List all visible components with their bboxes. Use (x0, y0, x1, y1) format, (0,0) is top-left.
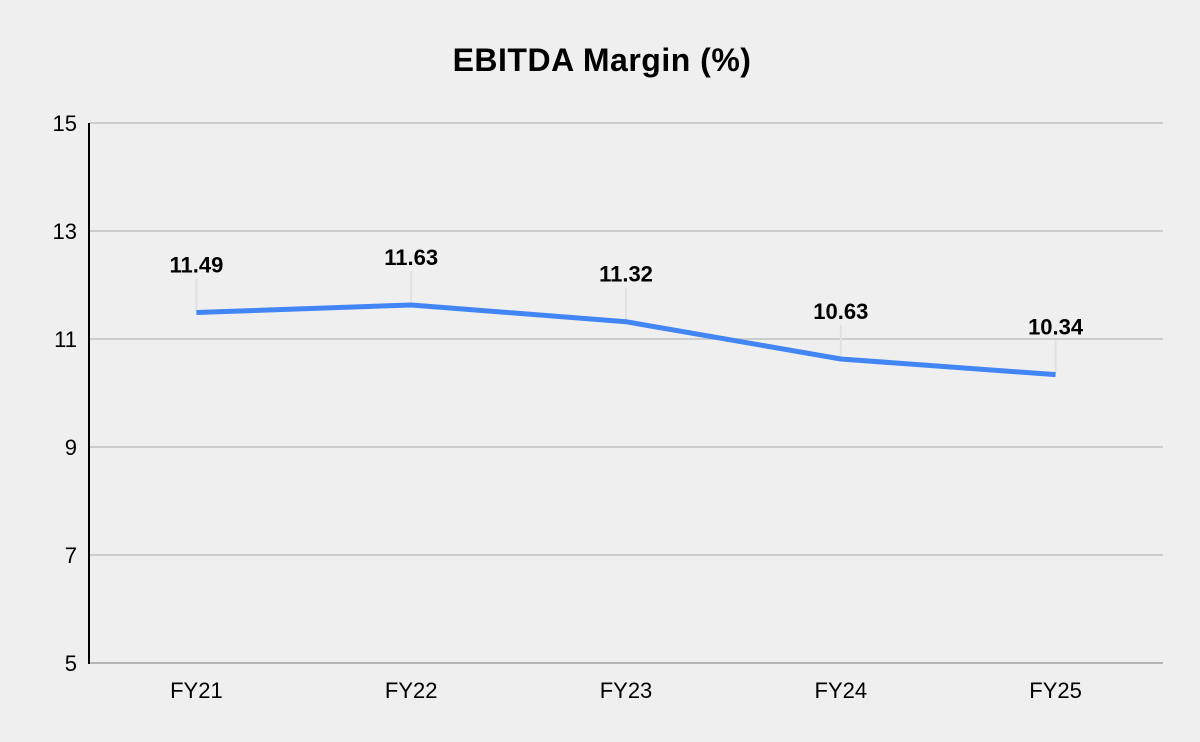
y-tick-label: 9 (65, 435, 77, 460)
x-tick-label: FY23 (600, 678, 653, 703)
x-tick-label: FY21 (170, 678, 223, 703)
y-tick-label: 7 (65, 543, 77, 568)
data-point-label: 11.63 (384, 245, 438, 270)
chart-title: EBITDA Margin (%) (452, 42, 752, 78)
x-tick-label: FY22 (385, 678, 438, 703)
y-tick-label: 15 (53, 111, 77, 136)
x-tick-label: FY25 (1029, 678, 1082, 703)
series-line (196, 302, 1056, 378)
data-point-label: 10.34 (1028, 315, 1084, 340)
y-tick-label: 13 (53, 219, 77, 244)
y-tick-label: 11 (54, 327, 77, 352)
x-tick-label: FY24 (815, 678, 868, 703)
data-point-label: 11.32 (599, 262, 653, 287)
y-tick-label: 5 (65, 651, 77, 676)
data-point-label: 10.63 (813, 299, 868, 324)
data-point-label: 11.49 (169, 253, 223, 278)
